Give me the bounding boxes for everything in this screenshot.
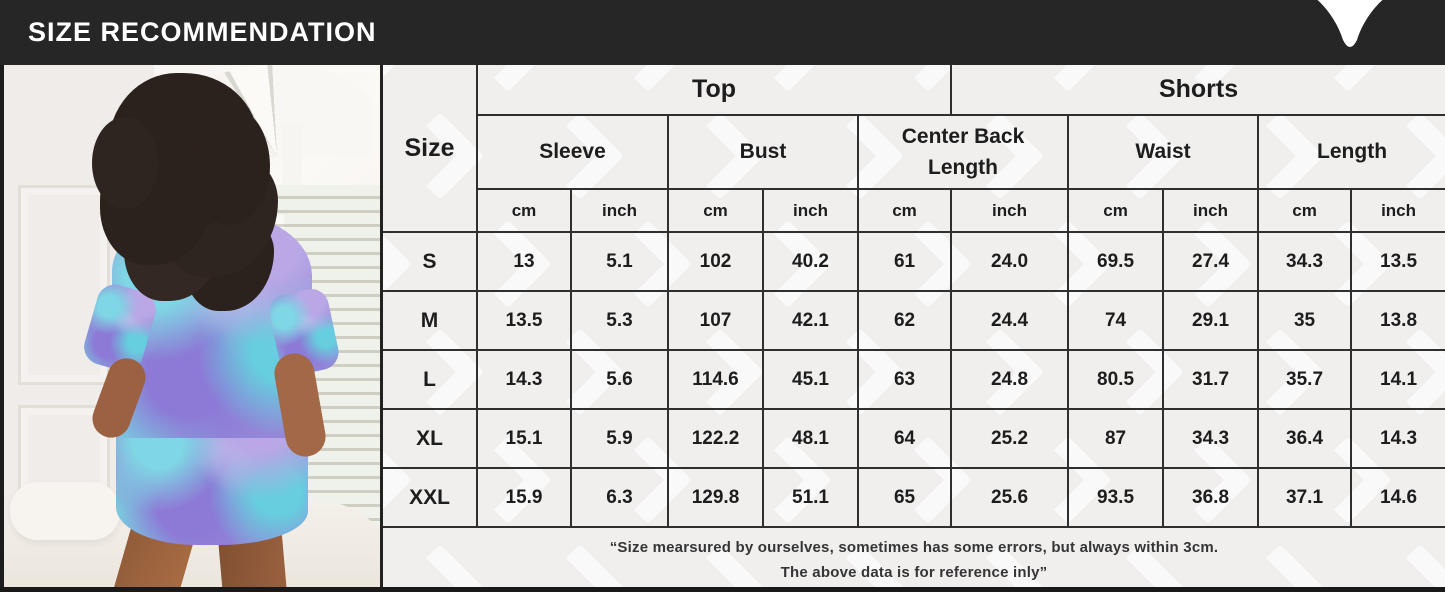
measurement-cell: 24.0: [950, 231, 1070, 292]
measurement-cell: 93.5: [1067, 467, 1165, 528]
unit-header: cm: [1257, 188, 1353, 233]
measurement-cell: 122.2: [667, 408, 764, 469]
disclaimer-line-2: The above data is for reference inly”: [780, 563, 1048, 581]
measurement-cell: 15.9: [476, 467, 572, 528]
measurement-cell: 36.8: [1162, 467, 1260, 528]
measurement-cell: 14.1: [1350, 349, 1445, 410]
measurement-cell: 27.4: [1162, 231, 1260, 292]
measurement-cell: 25.2: [950, 408, 1070, 469]
measurement-cell: 102: [667, 231, 764, 292]
size-label: L: [383, 349, 478, 410]
measure-header-bust: Bust: [667, 114, 859, 190]
measurement-cell: 5.3: [570, 290, 669, 351]
size-corner-header: Size: [383, 65, 478, 233]
measurement-cell: 61: [856, 231, 953, 292]
bottom-border: [0, 587, 1445, 592]
measurement-cell: 13.5: [1350, 231, 1445, 292]
measurement-cell: 6.3: [570, 467, 669, 528]
measurement-cell: 24.4: [950, 290, 1070, 351]
measure-header-waist: Waist: [1067, 114, 1260, 190]
disclaimer-note: “Size mearsured by ourselves, sometimes …: [383, 528, 1445, 592]
product-photo: [0, 65, 383, 592]
measurement-cell: 29.1: [1162, 290, 1260, 351]
measurement-cell: 64: [856, 408, 953, 469]
unit-header: cm: [1067, 188, 1165, 233]
unit-header: cm: [476, 188, 572, 233]
measurement-cell: 65: [856, 467, 953, 528]
size-label: XL: [383, 408, 478, 469]
measurement-cell: 34.3: [1257, 231, 1353, 292]
measurement-cell: 14.6: [1350, 467, 1445, 528]
measurement-cell: 25.6: [950, 467, 1070, 528]
size-row-m: M 13.5 5.3 107 42.1 62 24.4 74 29.1 35 13.8: [383, 290, 1445, 351]
size-table-head: Size Top Shorts Sleeve Bust Center Back Lengt…: [383, 65, 1445, 233]
page-title: SIZE RECOMMENDATION: [28, 17, 377, 47]
measurement-cell: 5.6: [570, 349, 669, 410]
unit-header: inch: [762, 188, 859, 233]
group-header-shorts: Shorts: [950, 65, 1445, 116]
size-label: XXL: [383, 467, 478, 528]
measurement-cell: 35.7: [1257, 349, 1353, 410]
size-row-xl: XL 15.1 5.9 122.2 48.1 64 25.2 87 34.3 36.4 14.3: [383, 408, 1445, 469]
brand-v-icon: [1317, 0, 1383, 47]
size-label: M: [383, 290, 478, 351]
measurement-cell: 14.3: [1350, 408, 1445, 469]
measurement-cell: 24.8: [950, 349, 1070, 410]
header-bar: SIZE RECOMMENDATION: [0, 0, 1445, 65]
measurement-cell: 13.5: [476, 290, 572, 351]
unit-header: cm: [667, 188, 764, 233]
measurement-cell: 51.1: [762, 467, 859, 528]
measurement-cell: 45.1: [762, 349, 859, 410]
measurement-cell: 87: [1067, 408, 1165, 469]
measure-header-sleeve: Sleeve: [476, 114, 669, 190]
size-table: Size Top Shorts Sleeve Bust Center Back Lengt…: [383, 65, 1445, 528]
group-header-top: Top: [475, 65, 953, 116]
unit-header: inch: [1350, 188, 1445, 233]
measure-header-length: Length: [1257, 114, 1445, 190]
size-row-xxl: XXL 15.9 6.3 129.8 51.1 65 25.6 93.5 36.8 37.1 14.…: [383, 467, 1445, 528]
size-table-body: S 13 5.1 102 40.2 61 24.0 69.5 27.4 34.3 13.5 M 13.5…: [383, 231, 1445, 528]
size-row-l: L 14.3 5.6 114.6 45.1 63 24.8 80.5 31.7 35.7 14.1: [383, 349, 1445, 410]
measurement-cell: 14.3: [476, 349, 572, 410]
measurement-cell: 80.5: [1067, 349, 1165, 410]
measurement-cell: 129.8: [667, 467, 764, 528]
size-label: S: [383, 231, 478, 292]
content-row: Size Top Shorts Sleeve Bust Center Back Lengt…: [0, 65, 1445, 592]
unit-header: inch: [1162, 188, 1260, 233]
measurement-cell: 114.6: [667, 349, 764, 410]
measurement-cell: 5.1: [570, 231, 669, 292]
measurement-cell: 40.2: [762, 231, 859, 292]
measurement-cell: 36.4: [1257, 408, 1353, 469]
measurement-cell: 34.3: [1162, 408, 1260, 469]
measurement-cell: 74: [1067, 290, 1165, 351]
measurement-cell: 63: [856, 349, 953, 410]
measurement-cell: 5.9: [570, 408, 669, 469]
measurement-cell: 42.1: [762, 290, 859, 351]
measurement-cell: 69.5: [1067, 231, 1165, 292]
disclaimer-line-1: “Size mearsured by ourselves, sometimes …: [609, 538, 1219, 556]
measure-header-center-back-length: Center Back Length: [856, 114, 1070, 190]
measurement-cell: 13: [476, 231, 572, 292]
measurement-cell: 48.1: [762, 408, 859, 469]
measurement-cell: 35: [1257, 290, 1353, 351]
size-table-panel: Size Top Shorts Sleeve Bust Center Back Lengt…: [383, 65, 1445, 592]
measurement-cell: 15.1: [476, 408, 572, 469]
unit-header: inch: [570, 188, 669, 233]
measurement-cell: 31.7: [1162, 349, 1260, 410]
unit-header: cm: [856, 188, 953, 233]
photo-model-hair: [92, 73, 270, 231]
size-row-s: S 13 5.1 102 40.2 61 24.0 69.5 27.4 34.3 13.5: [383, 231, 1445, 292]
measurement-cell: 13.8: [1350, 290, 1445, 351]
measurement-cell: 62: [856, 290, 953, 351]
measurement-cell: 37.1: [1257, 467, 1353, 528]
measurement-cell: 107: [667, 290, 764, 351]
unit-header: inch: [950, 188, 1070, 233]
